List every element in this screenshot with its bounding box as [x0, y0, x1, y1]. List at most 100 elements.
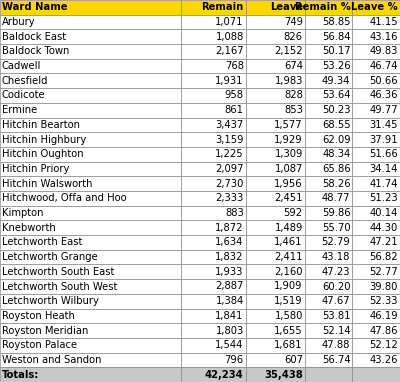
Bar [352, 15, 400, 29]
Text: 52.33: 52.33 [370, 296, 398, 306]
Text: 68.55: 68.55 [322, 120, 350, 130]
Text: 47.86: 47.86 [370, 325, 398, 335]
Text: 2,333: 2,333 [216, 193, 244, 203]
Bar [352, 264, 400, 279]
Bar [0, 367, 181, 382]
Bar [352, 338, 400, 353]
Bar [0, 279, 181, 294]
Text: 47.88: 47.88 [322, 340, 350, 350]
Bar [0, 309, 181, 323]
Text: 796: 796 [224, 355, 244, 365]
Text: Hitchin Walsworth: Hitchin Walsworth [2, 179, 92, 189]
Bar [305, 147, 352, 162]
Text: 1,983: 1,983 [274, 76, 303, 86]
Bar [305, 176, 352, 191]
Text: 2,451: 2,451 [274, 193, 303, 203]
Bar [352, 309, 400, 323]
Bar [352, 59, 400, 73]
Text: 58.26: 58.26 [322, 179, 350, 189]
Text: 59.86: 59.86 [322, 208, 350, 218]
Bar [181, 220, 246, 235]
Text: 1,580: 1,580 [274, 311, 303, 321]
Text: Hitchin Bearton: Hitchin Bearton [2, 120, 80, 130]
Bar [352, 206, 400, 220]
Text: Kimpton: Kimpton [2, 208, 44, 218]
Bar [0, 88, 181, 103]
Bar [181, 162, 246, 176]
Bar [305, 279, 352, 294]
Bar [352, 220, 400, 235]
Bar [0, 176, 181, 191]
Text: 1,461: 1,461 [274, 238, 303, 248]
Text: 1,544: 1,544 [215, 340, 244, 350]
Text: 1,832: 1,832 [215, 252, 244, 262]
Bar [181, 294, 246, 309]
Text: 2,097: 2,097 [215, 164, 244, 174]
Text: 1,519: 1,519 [274, 296, 303, 306]
Bar [0, 353, 181, 367]
Bar [246, 294, 305, 309]
Bar [181, 353, 246, 367]
Bar [352, 147, 400, 162]
Text: 51.66: 51.66 [369, 149, 398, 159]
Text: Hitchwood, Offa and Hoo: Hitchwood, Offa and Hoo [2, 193, 127, 203]
Text: 1,384: 1,384 [216, 296, 244, 306]
Text: 2,411: 2,411 [274, 252, 303, 262]
Bar [305, 73, 352, 88]
Text: 46.36: 46.36 [370, 91, 398, 100]
Text: 49.77: 49.77 [369, 105, 398, 115]
Bar [305, 294, 352, 309]
Text: 53.26: 53.26 [322, 61, 350, 71]
Bar [246, 29, 305, 44]
Bar [352, 0, 400, 15]
Bar [0, 294, 181, 309]
Bar [181, 88, 246, 103]
Bar [246, 103, 305, 118]
Text: 47.23: 47.23 [322, 267, 350, 277]
Text: Royston Palace: Royston Palace [2, 340, 77, 350]
Text: 41.74: 41.74 [370, 179, 398, 189]
Bar [305, 103, 352, 118]
Text: 52.12: 52.12 [369, 340, 398, 350]
Text: 853: 853 [284, 105, 303, 115]
Text: 1,956: 1,956 [274, 179, 303, 189]
Bar [305, 206, 352, 220]
Bar [0, 44, 181, 59]
Bar [352, 235, 400, 250]
Bar [181, 235, 246, 250]
Text: 44.30: 44.30 [370, 223, 398, 233]
Text: 958: 958 [225, 91, 244, 100]
Text: 1,681: 1,681 [274, 340, 303, 350]
Bar [0, 162, 181, 176]
Bar [246, 264, 305, 279]
Text: 62.09: 62.09 [322, 134, 350, 144]
Text: 43.26: 43.26 [370, 355, 398, 365]
Text: 1,931: 1,931 [215, 76, 244, 86]
Text: 48.34: 48.34 [322, 149, 350, 159]
Text: 43.18: 43.18 [322, 252, 350, 262]
Bar [181, 103, 246, 118]
Text: 52.79: 52.79 [322, 238, 350, 248]
Bar [246, 147, 305, 162]
Bar [246, 323, 305, 338]
Text: 1,929: 1,929 [274, 134, 303, 144]
Text: 1,655: 1,655 [274, 325, 303, 335]
Text: 768: 768 [225, 61, 244, 71]
Text: 53.64: 53.64 [322, 91, 350, 100]
Text: Remain %: Remain % [294, 2, 350, 12]
Text: 31.45: 31.45 [370, 120, 398, 130]
Text: 1,634: 1,634 [215, 238, 244, 248]
Text: 2,152: 2,152 [274, 47, 303, 57]
Text: Letchworth South East: Letchworth South East [2, 267, 114, 277]
Text: 55.70: 55.70 [322, 223, 350, 233]
Bar [246, 250, 305, 264]
Bar [305, 132, 352, 147]
Bar [352, 294, 400, 309]
Bar [305, 367, 352, 382]
Bar [305, 29, 352, 44]
Bar [181, 279, 246, 294]
Bar [181, 206, 246, 220]
Bar [246, 191, 305, 206]
Bar [305, 88, 352, 103]
Bar [246, 235, 305, 250]
